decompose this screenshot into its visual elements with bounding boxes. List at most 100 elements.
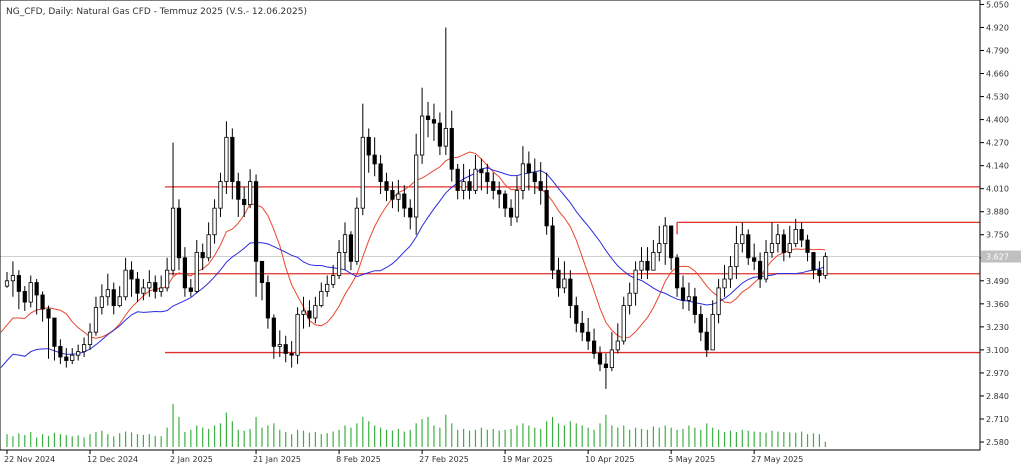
candle-body[interactable] xyxy=(467,181,472,191)
candle-body[interactable] xyxy=(520,163,526,191)
candle-body[interactable] xyxy=(52,317,57,347)
candle-body[interactable] xyxy=(153,282,158,292)
candle-body[interactable] xyxy=(360,136,365,209)
candle-body[interactable] xyxy=(544,190,549,227)
candle-body[interactable] xyxy=(473,168,478,191)
candle-body[interactable] xyxy=(763,252,769,280)
candle-body[interactable] xyxy=(182,257,187,289)
candle-body[interactable] xyxy=(325,283,330,292)
candle-body[interactable] xyxy=(93,306,99,333)
candle-body[interactable] xyxy=(580,322,585,333)
candle-body[interactable] xyxy=(200,252,205,259)
candle-body[interactable] xyxy=(532,172,537,182)
candle-body[interactable] xyxy=(165,269,170,289)
candle-body[interactable] xyxy=(354,207,359,262)
candle-body[interactable] xyxy=(70,354,75,361)
candle-body[interactable] xyxy=(443,128,448,147)
candle-body[interactable] xyxy=(437,122,442,147)
candle-body[interactable] xyxy=(212,207,217,236)
candle-body[interactable] xyxy=(28,282,33,303)
candle-body[interactable] xyxy=(811,252,816,271)
candle-body[interactable] xyxy=(348,234,354,262)
candle-body[interactable] xyxy=(449,128,454,170)
candle-body[interactable] xyxy=(159,287,164,292)
candle-body[interactable] xyxy=(645,260,650,271)
candle-body[interactable] xyxy=(503,193,508,209)
candle-body[interactable] xyxy=(823,256,828,276)
candle-body[interactable] xyxy=(734,243,739,268)
candle-body[interactable] xyxy=(419,115,425,156)
candle-body[interactable] xyxy=(366,136,371,156)
candle-body[interactable] xyxy=(289,353,294,356)
candle-body[interactable] xyxy=(425,115,431,120)
candle-body[interactable] xyxy=(669,225,674,259)
candle-body[interactable] xyxy=(147,282,152,289)
candle-body[interactable] xyxy=(295,314,300,356)
candle-body[interactable] xyxy=(526,163,531,174)
candle-body[interactable] xyxy=(686,296,692,301)
candle-body[interactable] xyxy=(787,243,792,253)
candle-body[interactable] xyxy=(46,308,51,319)
candle-body[interactable] xyxy=(248,181,253,206)
candle-body[interactable] xyxy=(123,269,128,298)
candle-body[interactable] xyxy=(698,314,703,333)
candle-body[interactable] xyxy=(491,181,496,191)
candle-body[interactable] xyxy=(485,172,490,182)
candle-body[interactable] xyxy=(680,287,686,301)
candle-body[interactable] xyxy=(331,275,336,285)
candle-body[interactable] xyxy=(117,296,122,307)
candle-body[interactable] xyxy=(111,289,116,307)
candle-body[interactable] xyxy=(40,294,45,310)
candle-body[interactable] xyxy=(372,154,377,165)
candle-body[interactable] xyxy=(129,269,134,280)
candle-body[interactable] xyxy=(514,190,520,218)
candle-body[interactable] xyxy=(615,340,620,351)
candle-body[interactable] xyxy=(206,234,211,259)
candle-body[interactable] xyxy=(817,269,822,276)
candle-body[interactable] xyxy=(194,252,199,292)
candle-body[interactable] xyxy=(769,243,775,253)
candle-body[interactable] xyxy=(568,278,573,307)
candle-body[interactable] xyxy=(674,257,680,289)
candle-body[interactable] xyxy=(556,269,561,289)
candle-body[interactable] xyxy=(508,207,514,218)
candle-body[interactable] xyxy=(663,225,668,245)
candle-body[interactable] xyxy=(4,280,10,287)
candle-body[interactable] xyxy=(639,260,644,271)
candle-body[interactable] xyxy=(461,181,466,191)
candle-body[interactable] xyxy=(402,193,407,209)
candle-body[interactable] xyxy=(224,136,229,182)
candle-body[interactable] xyxy=(271,317,276,347)
candle-body[interactable] xyxy=(384,181,389,191)
candle-body[interactable] xyxy=(455,168,460,191)
candle-body[interactable] xyxy=(58,345,63,358)
candle-body[interactable] xyxy=(704,331,709,351)
candle-body[interactable] xyxy=(253,181,259,262)
candle-body[interactable] xyxy=(87,331,93,345)
candle-body[interactable] xyxy=(10,275,16,282)
candle-body[interactable] xyxy=(716,287,721,315)
candle-body[interactable] xyxy=(414,154,419,218)
candle-body[interactable] xyxy=(479,168,484,174)
candle-body[interactable] xyxy=(710,314,715,351)
candle-body[interactable] xyxy=(105,289,110,298)
candle-body[interactable] xyxy=(81,344,87,353)
candle-body[interactable] xyxy=(313,305,318,319)
candle-body[interactable] xyxy=(259,260,265,283)
candle-body[interactable] xyxy=(627,292,632,307)
candle-body[interactable] xyxy=(603,363,609,369)
candle-body[interactable] xyxy=(236,181,241,200)
candle-body[interactable] xyxy=(609,349,614,369)
candle-body[interactable] xyxy=(342,234,348,253)
candle-body[interactable] xyxy=(586,331,591,342)
candle-body[interactable] xyxy=(408,207,413,218)
candle-body[interactable] xyxy=(230,136,235,182)
candle-body[interactable] xyxy=(99,296,104,308)
candle-body[interactable] xyxy=(64,356,69,361)
candle-body[interactable] xyxy=(390,190,395,200)
candle-body[interactable] xyxy=(728,266,733,280)
candle-body[interactable] xyxy=(793,229,798,245)
candle-body[interactable] xyxy=(301,310,306,315)
